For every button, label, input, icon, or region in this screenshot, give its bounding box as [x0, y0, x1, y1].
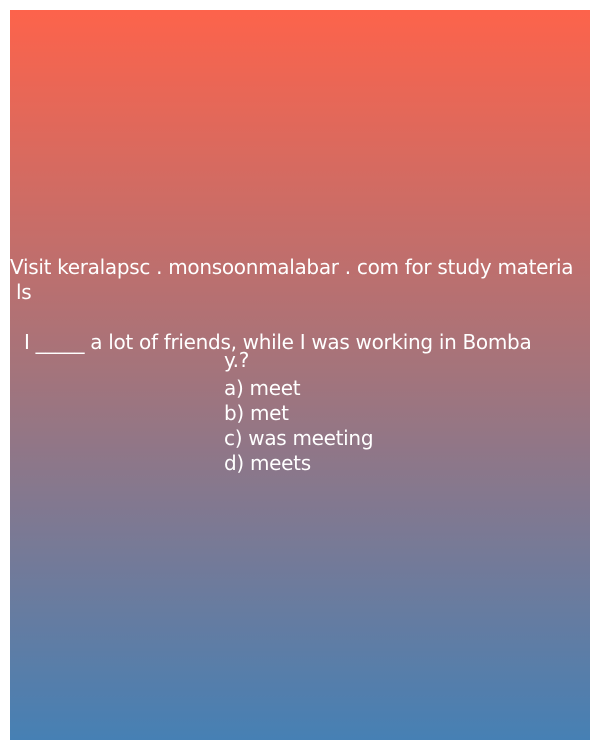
promo-line: ls	[16, 280, 32, 304]
question-line: y.?	[224, 348, 250, 372]
question-text: I _____ a lot of friends, while I was wo…	[10, 330, 590, 373]
answer-options: a) meet b) met c) was meeting d) meets	[224, 376, 374, 476]
option-b: b) met	[224, 401, 289, 425]
question-card: Visit keralapsc . monsoonmalabar . com f…	[10, 10, 590, 740]
question-line: I _____ a lot of friends, while I was wo…	[24, 330, 532, 354]
option-d: d) meets	[224, 451, 311, 475]
option-c: c) was meeting	[224, 426, 374, 450]
promo-line: Visit keralapsc . monsoonmalabar . com f…	[10, 255, 574, 279]
option-a: a) meet	[224, 376, 301, 400]
promo-text: Visit keralapsc . monsoonmalabar . com f…	[10, 255, 590, 305]
